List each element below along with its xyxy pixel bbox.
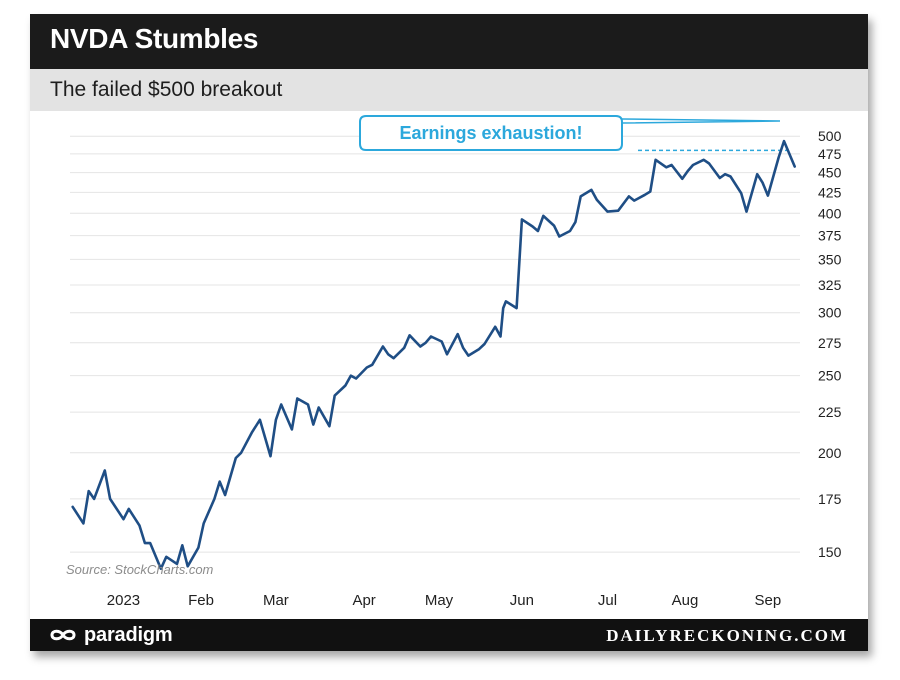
infinity-icon xyxy=(50,629,76,641)
series-line-group xyxy=(71,139,797,571)
logo-text: paradigm xyxy=(84,623,173,646)
x-tick-label: Jul xyxy=(598,592,617,609)
x-tick-label: Jun xyxy=(510,592,534,609)
x-tick-label: Sep xyxy=(755,592,782,609)
y-tick-label: 425 xyxy=(818,184,842,200)
subtitle-bar: The failed $500 breakout xyxy=(30,69,868,111)
y-tick-label: 250 xyxy=(818,368,842,384)
y-tick-label: 225 xyxy=(818,404,842,420)
chart-card: NVDA Stumbles The failed $500 breakout E… xyxy=(30,14,868,651)
y-axis-labels: 150 175 200 225 250 275 300 325 350 375 400 425 450 4… xyxy=(818,128,842,560)
y-tick-label: 150 xyxy=(818,544,842,560)
y-tick-label: 400 xyxy=(818,205,842,221)
y-tick-label: 300 xyxy=(818,305,842,321)
y-tick-label: 200 xyxy=(818,445,842,461)
price-chart: Earnings exhaustion! 150 175 200 225 250 275 3… xyxy=(66,115,842,609)
callout-label: Earnings exhaustion! xyxy=(399,123,582,143)
callout-box xyxy=(359,115,623,151)
y-tick-label: 475 xyxy=(818,146,842,162)
chart-subtitle: The failed $500 breakout xyxy=(50,78,283,101)
x-tick-label: Mar xyxy=(263,592,289,609)
y-tick-label: 375 xyxy=(818,228,842,244)
gridlines xyxy=(70,135,800,553)
y-tick-label: 450 xyxy=(818,165,842,181)
callout-pointer xyxy=(621,118,781,124)
x-tick-label: Apr xyxy=(352,592,375,609)
footer-bar: paradigm DAILYRECKONING.COM xyxy=(30,619,868,651)
paradigm-logo: paradigm xyxy=(48,623,173,646)
chart-title: NVDA Stumbles xyxy=(50,23,259,54)
x-tick-label: May xyxy=(425,592,454,609)
annotation-callout: Earnings exhaustion! xyxy=(359,115,781,151)
title-bar: NVDA Stumbles xyxy=(30,14,868,69)
x-tick-label: Feb xyxy=(188,592,214,609)
y-tick-label: 325 xyxy=(818,277,842,293)
price-series-line xyxy=(71,139,797,571)
x-axis-labels: 2023 Feb Mar Apr May Jun Jul Aug Sep xyxy=(107,592,781,609)
source-note: Source: StockCharts.com xyxy=(66,562,214,577)
y-tick-label: 350 xyxy=(818,251,842,267)
x-tick-label: Aug xyxy=(672,592,699,609)
y-tick-label: 275 xyxy=(818,335,842,351)
site-name: DAILYRECKONING.COM xyxy=(606,626,848,645)
y-tick-label: 500 xyxy=(818,128,842,144)
x-tick-label: 2023 xyxy=(107,592,140,609)
y-tick-label: 175 xyxy=(818,491,842,507)
